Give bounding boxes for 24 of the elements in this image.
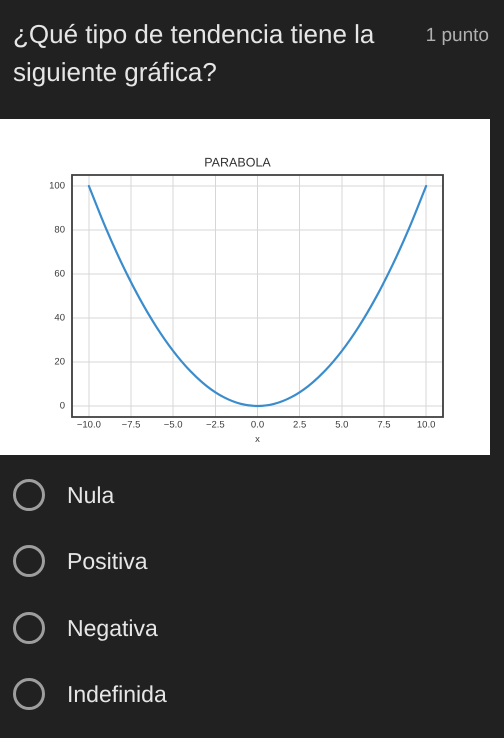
chart-title: PARABOLA [204,155,272,170]
y-tick-label: 80 [54,224,65,236]
x-tick-label: 10.0 [416,419,436,430]
y-tick-label: 0 [60,400,65,412]
x-tick-label: −10.0 [76,419,101,430]
text: Positiva [67,547,148,576]
x-tick-label: −5.0 [164,419,183,430]
x-tick-label: 7.5 [377,419,391,430]
x-tick-label: 0.0 [250,419,264,430]
text: Nula [67,481,114,510]
y-tick-label: 60 [54,268,65,280]
y-tick-label: 20 [54,356,65,368]
x-tick-label: 5.0 [335,419,348,430]
x-tick-label: 2.5 [293,419,306,430]
y-tick-label: 40 [54,312,65,324]
x-tick-label: −2.5 [206,419,225,430]
x-tick-label: −7.5 [122,419,140,430]
text: 1 punto [426,25,489,47]
text: ¿Qué tipo de tendencia tiene la siguiente gráfica? [13,18,376,89]
x-axis-title: x [255,434,260,445]
line-series [88,184,428,408]
y-tick-label: 100 [49,180,65,192]
text: Indefinida [67,680,167,710]
text: Negativa [67,614,158,643]
